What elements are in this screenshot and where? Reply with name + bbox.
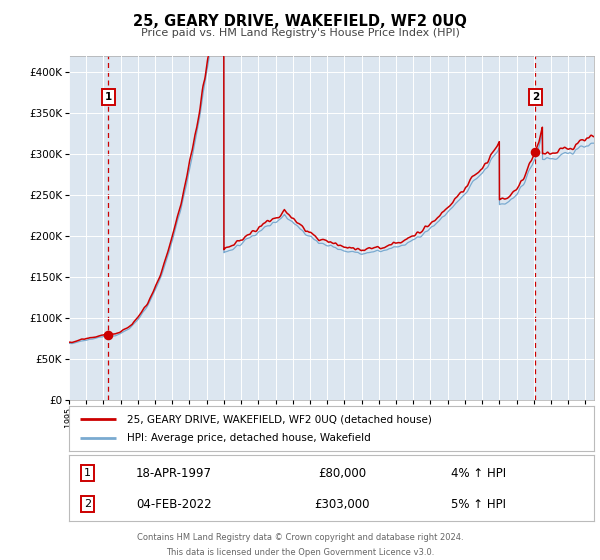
Text: 1: 1 bbox=[105, 92, 112, 102]
Text: 25, GEARY DRIVE, WAKEFIELD, WF2 0UQ (detached house): 25, GEARY DRIVE, WAKEFIELD, WF2 0UQ (det… bbox=[127, 414, 431, 424]
Text: 04-FEB-2022: 04-FEB-2022 bbox=[136, 498, 212, 511]
Text: 1: 1 bbox=[84, 468, 91, 478]
Point bbox=[530, 147, 540, 156]
Text: 2: 2 bbox=[532, 92, 539, 102]
Text: This data is licensed under the Open Government Licence v3.0.: This data is licensed under the Open Gov… bbox=[166, 548, 434, 557]
Text: HPI: Average price, detached house, Wakefield: HPI: Average price, detached house, Wake… bbox=[127, 433, 371, 444]
Text: £303,000: £303,000 bbox=[314, 498, 370, 511]
Text: 5% ↑ HPI: 5% ↑ HPI bbox=[451, 498, 506, 511]
Text: 2: 2 bbox=[84, 500, 91, 509]
Text: £80,000: £80,000 bbox=[318, 466, 366, 480]
Point bbox=[104, 330, 113, 339]
Text: 18-APR-1997: 18-APR-1997 bbox=[136, 466, 212, 480]
Text: 4% ↑ HPI: 4% ↑ HPI bbox=[451, 466, 506, 480]
Text: Contains HM Land Registry data © Crown copyright and database right 2024.: Contains HM Land Registry data © Crown c… bbox=[137, 533, 463, 542]
Text: Price paid vs. HM Land Registry's House Price Index (HPI): Price paid vs. HM Land Registry's House … bbox=[140, 28, 460, 38]
Text: 25, GEARY DRIVE, WAKEFIELD, WF2 0UQ: 25, GEARY DRIVE, WAKEFIELD, WF2 0UQ bbox=[133, 14, 467, 29]
